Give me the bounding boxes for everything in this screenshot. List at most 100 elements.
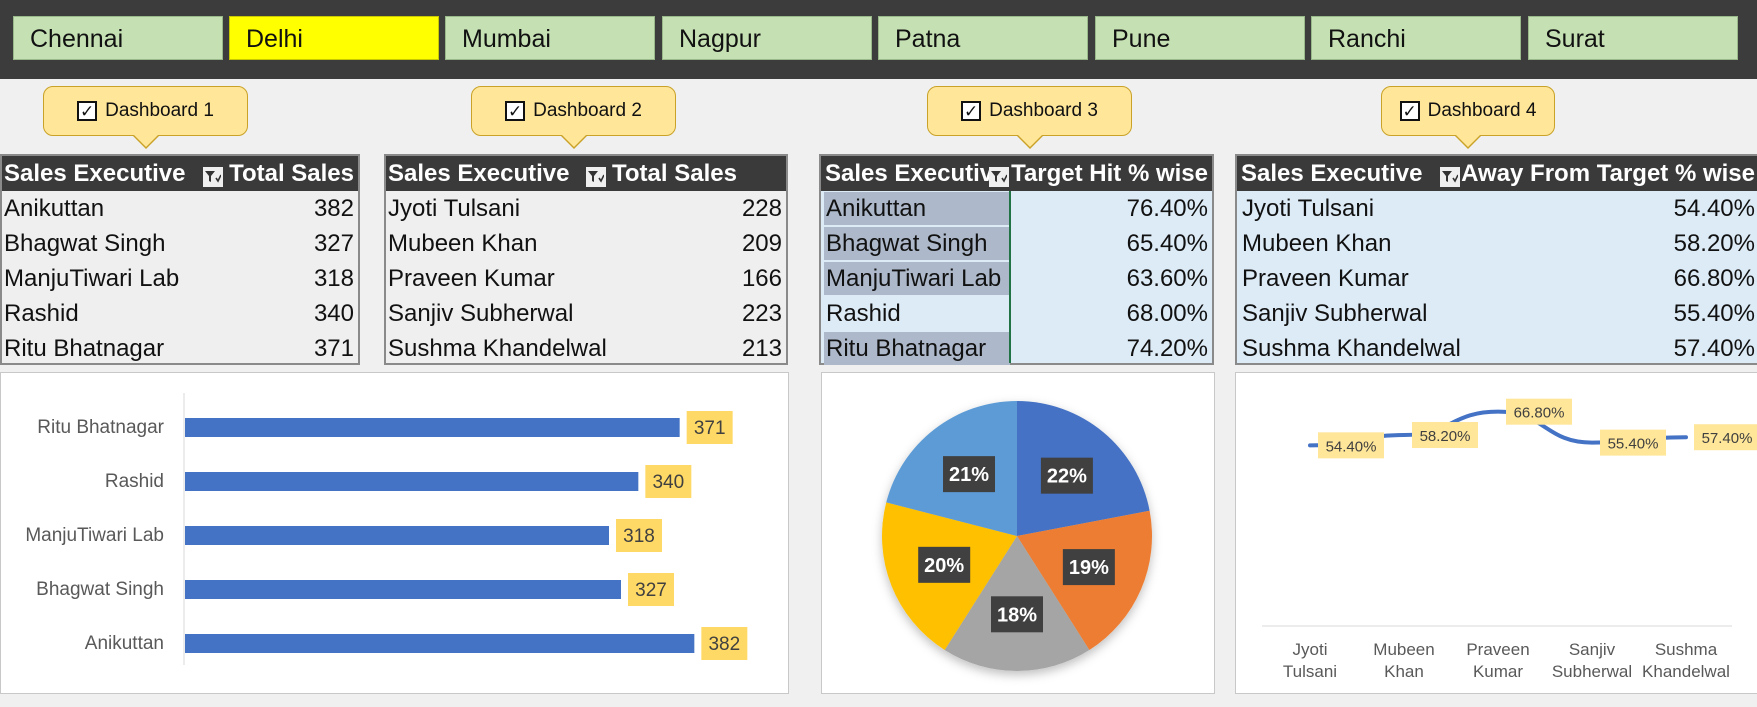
selected-cell[interactable] [824, 262, 1010, 295]
slicer-item-ranchi[interactable]: Ranchi [1311, 16, 1521, 60]
table-row[interactable]: Bhagwat Singh 327 [2, 226, 358, 261]
data-label: 22% [1047, 466, 1087, 488]
data-label-bg [918, 546, 971, 583]
data-label: 54.40% [1326, 438, 1377, 455]
pie-chart-panel[interactable]: 22% 19% 18% 20% 21% [821, 372, 1215, 694]
table-row[interactable]: Ritu Bhatnagar 371 [2, 331, 358, 366]
dashboard-2-toggle[interactable]: ✓ Dashboard 2 [471, 86, 676, 149]
filter-icon[interactable] [1440, 167, 1460, 187]
city-slicer: Chennai Delhi Mumbai Nagpur Patna Pune R… [0, 0, 1757, 79]
data-label-bg [1318, 432, 1384, 459]
table-row[interactable]: Sanjiv Subherwal 223 [386, 296, 786, 331]
cell-value: 209 [741, 230, 782, 257]
table-row[interactable]: Rashid 340 [2, 296, 358, 331]
table-row[interactable]: Rashid 68.00% [821, 296, 1212, 331]
pivot-table-total-sales-1: Sales Executive Total Sales Anikuttan 382… [0, 154, 360, 365]
category-label: Mubeen [1373, 640, 1434, 659]
cell-value: 65.40% [1126, 230, 1208, 257]
pivot-table-away-from-target: Sales Executive Away From Target % wise … [1235, 154, 1757, 365]
table-row[interactable]: ManjuTiwari Lab 318 [2, 261, 358, 296]
data-label: 57.40% [1702, 430, 1753, 447]
selected-cell[interactable] [824, 192, 1010, 225]
table-row[interactable]: ManjuTiwari Lab 63.60% [821, 261, 1212, 296]
cell-name: Ritu Bhatnagar [4, 335, 165, 362]
selected-cell[interactable] [824, 297, 1010, 330]
table-header: Sales Executive Away From Target % wise [1237, 156, 1757, 191]
data-label: 58.20% [1420, 428, 1471, 445]
slicer-item-mumbai[interactable]: Mumbai [445, 16, 655, 60]
bar [185, 580, 621, 599]
cell-value: 340 [313, 300, 354, 327]
cell-name: Praveen Kumar [388, 265, 555, 292]
slicer-item-patna[interactable]: Patna [878, 16, 1088, 60]
cell-value: 54.40% [1673, 195, 1755, 222]
dashboard-1-toggle[interactable]: ✓ Dashboard 1 [43, 86, 248, 149]
filter-icon[interactable] [203, 167, 223, 187]
cell-name: Anikuttan [4, 195, 105, 222]
filter-icon[interactable] [586, 167, 606, 187]
cell-value: 213 [741, 335, 782, 362]
line-chart-panel[interactable]: 54.40% Jyoti Tulsani 58.20% Mubeen Khan 66.80%… [1235, 372, 1757, 694]
category-label: Sanjiv [1569, 640, 1616, 659]
slicer-item-pune[interactable]: Pune [1095, 16, 1305, 60]
cell-value: 58.20% [1673, 230, 1755, 257]
slicer-item-nagpur[interactable]: Nagpur [662, 16, 872, 60]
table-row[interactable]: Sushma Khandelwal 57.40% [1237, 331, 1757, 366]
category-label: Anikuttan [85, 633, 164, 654]
category-label: Jyoti [1293, 640, 1328, 659]
cell-name: Rashid [4, 300, 79, 327]
bar [185, 634, 695, 653]
checkbox-checked-icon[interactable]: ✓ [1399, 101, 1420, 121]
column-header: Sales Executive [825, 159, 1007, 187]
table-header: Sales Executive Target Hit % wise [821, 156, 1212, 191]
data-label: 18% [997, 604, 1037, 626]
slicer-item-surat[interactable]: Surat [1528, 16, 1738, 60]
category-label: Tulsani [1283, 662, 1337, 681]
table-row[interactable]: Mubeen Khan 58.20% [1237, 226, 1757, 261]
table-row[interactable]: Jyoti Tulsani 228 [386, 191, 786, 226]
data-label-bg [1412, 422, 1478, 449]
data-label: 66.80% [1514, 405, 1565, 422]
bar-chart-panel[interactable]: Ritu Bhatnagar 371 Rashid 340 ManjuTiwari La… [0, 372, 789, 694]
dashboard-4-toggle[interactable]: ✓ Dashboard 4 [1381, 86, 1555, 149]
dashboard-3-toggle[interactable]: ✓ Dashboard 3 [927, 86, 1132, 149]
slicer-item-chennai[interactable]: Chennai [13, 16, 223, 60]
table-row[interactable]: Praveen Kumar 66.80% [1237, 261, 1757, 296]
selected-cell[interactable] [824, 227, 1010, 260]
slicer-item-delhi[interactable]: Delhi [229, 16, 439, 60]
table-row[interactable]: Anikuttan 76.40% [821, 191, 1212, 226]
table-row[interactable]: Bhagwat Singh 65.40% [821, 226, 1212, 261]
data-label-bg [1600, 429, 1666, 456]
cell-value: 66.80% [1673, 265, 1755, 292]
cell-name: Jyoti Tulsani [388, 195, 521, 222]
checkbox-checked-icon[interactable]: ✓ [77, 101, 98, 121]
table-row[interactable]: Ritu Bhatnagar 74.20% [821, 331, 1212, 366]
selection-border [1009, 191, 1011, 363]
table-row[interactable]: Mubeen Khan 209 [386, 226, 786, 261]
cell-value: 76.40% [1126, 195, 1208, 222]
table-row[interactable]: Praveen Kumar 166 [386, 261, 786, 296]
bar [185, 472, 639, 491]
cell-value: 55.40% [1673, 300, 1755, 327]
data-label: 21% [949, 464, 989, 486]
data-label-bg [645, 465, 692, 498]
table-row[interactable]: Sushma Khandelwal 213 [386, 331, 786, 366]
cell-value: 74.20% [1126, 335, 1208, 362]
cell-name: Ritu Bhatnagar [826, 335, 987, 362]
cell-value: 63.60% [1126, 265, 1208, 292]
cell-name: Sushma Khandelwal [1242, 335, 1461, 362]
table-row[interactable]: Anikuttan 382 [2, 191, 358, 226]
dashboard-label: Dashboard 3 [989, 100, 1098, 121]
cell-name: Jyoti Tulsani [1242, 195, 1375, 222]
table-row[interactable]: Sanjiv Subherwal 55.40% [1237, 296, 1757, 331]
bar [185, 526, 609, 545]
filter-icon[interactable] [989, 167, 1009, 187]
checkbox-checked-icon[interactable]: ✓ [961, 101, 982, 121]
checkbox-checked-icon[interactable]: ✓ [505, 101, 526, 121]
data-label-bg [943, 456, 996, 493]
data-label: 20% [924, 555, 964, 577]
category-label: Kumar [1473, 662, 1523, 681]
pivot-table-total-sales-2: Sales Executive Total Sales Jyoti Tulsan… [384, 154, 788, 365]
table-row[interactable]: Jyoti Tulsani 54.40% [1237, 191, 1757, 226]
selected-cell[interactable] [824, 332, 1010, 365]
